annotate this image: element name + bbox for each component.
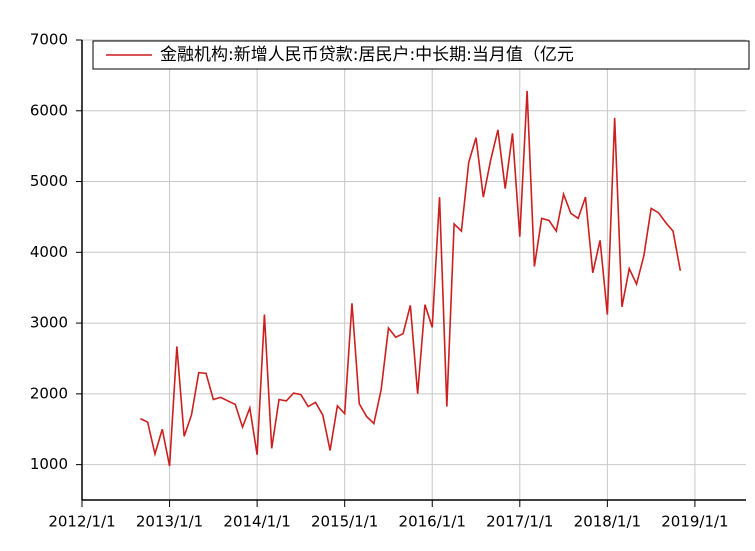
y-tick-label: 1000 [30,455,68,473]
line-series [140,90,682,467]
legend-label: 金融机构:新增人民币贷款:居民户:中长期:当月值（亿元 [160,45,574,65]
x-tick-label: 2014/1/1 [223,513,290,531]
x-tick-label: 2018/1/1 [574,513,641,531]
y-tick-label: 5000 [30,172,68,190]
x-tick-label: 2013/1/1 [136,513,203,531]
legend: 金融机构:新增人民币贷款:居民户:中长期:当月值（亿元 [92,40,750,70]
x-tick-label: 2019/1/1 [661,513,728,531]
y-tick-label: 7000 [30,31,68,49]
x-tick-label: 2017/1/1 [486,513,553,531]
y-tick-label: 4000 [30,243,68,261]
y-tick-label: 2000 [30,384,68,402]
x-tick-label: 2012/1/1 [48,513,115,531]
x-tick-label: 2015/1/1 [311,513,378,531]
y-tick-label: 3000 [30,314,68,332]
x-tick-label: 2016/1/1 [399,513,466,531]
y-tick-label: 6000 [30,101,68,119]
legend-box [92,40,750,70]
